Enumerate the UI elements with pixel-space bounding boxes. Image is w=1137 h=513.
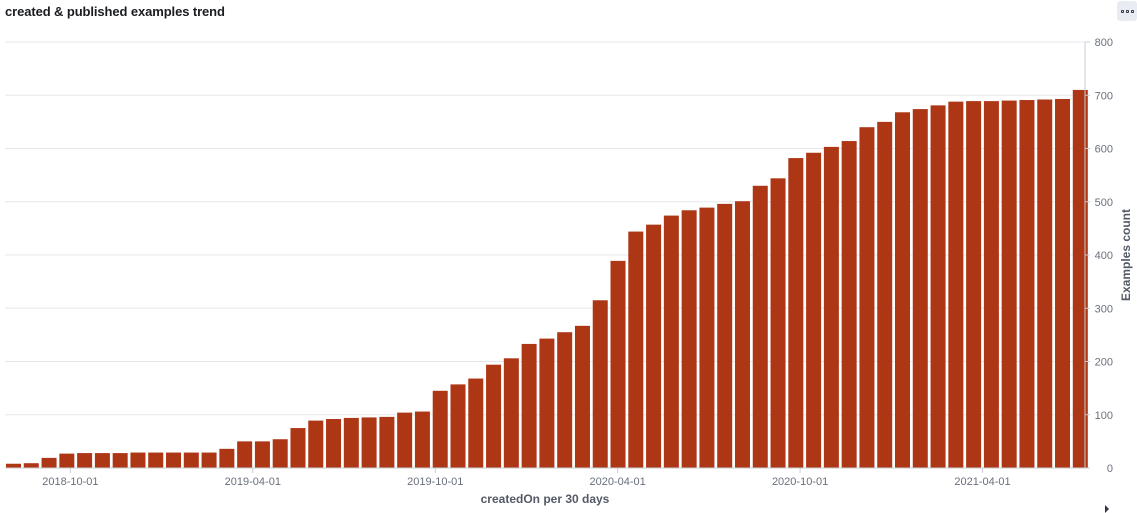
bar[interactable] xyxy=(823,146,839,468)
bar[interactable] xyxy=(432,390,448,468)
y-tick-label: 200 xyxy=(1095,357,1113,369)
bar[interactable] xyxy=(59,453,75,468)
bar[interactable] xyxy=(734,201,750,468)
bar[interactable] xyxy=(948,101,964,468)
bar[interactable] xyxy=(308,420,324,468)
bar[interactable] xyxy=(397,412,413,468)
bar[interactable] xyxy=(148,452,164,468)
y-tick-label: 700 xyxy=(1095,90,1113,102)
bar[interactable] xyxy=(663,215,679,468)
bar[interactable] xyxy=(592,300,608,468)
bar[interactable] xyxy=(254,441,270,468)
axes: 0 100 200 300 400 500 600 700 800 2018-10-01 2019-… xyxy=(5,37,1137,488)
bar[interactable] xyxy=(6,463,21,468)
bar[interactable] xyxy=(895,112,910,468)
bar[interactable] xyxy=(41,457,57,468)
x-tick-label: 2018-10-01 xyxy=(42,476,98,488)
bar[interactable] xyxy=(166,452,182,468)
y-tick-label: 500 xyxy=(1095,197,1113,209)
bar[interactable] xyxy=(646,224,662,468)
x-axis-title: createdOn per 30 days xyxy=(481,492,610,506)
y-tick-label: 300 xyxy=(1095,303,1113,315)
bar[interactable] xyxy=(912,109,928,468)
bar[interactable] xyxy=(23,463,39,468)
bar[interactable] xyxy=(859,127,875,468)
bar[interactable] xyxy=(183,452,199,468)
bar[interactable] xyxy=(628,231,644,468)
bar[interactable] xyxy=(983,101,999,469)
y-tick-label: 600 xyxy=(1095,144,1113,156)
y-tick-label: 0 xyxy=(1107,463,1113,475)
y-tick-label: 800 xyxy=(1095,37,1113,49)
resize-handle-icon[interactable] xyxy=(1105,505,1109,513)
bar[interactable] xyxy=(521,343,537,468)
bar[interactable] xyxy=(841,141,857,469)
bar[interactable] xyxy=(966,101,982,469)
bar[interactable] xyxy=(930,105,946,469)
bar[interactable] xyxy=(557,332,573,468)
bar[interactable] xyxy=(130,452,146,468)
x-tick-label: 2021-04-01 xyxy=(954,476,1010,488)
x-tick-label: 2020-10-01 xyxy=(772,476,828,488)
bar[interactable] xyxy=(468,378,484,468)
bar[interactable] xyxy=(237,441,253,468)
bar[interactable] xyxy=(486,364,502,468)
x-tick-label: 2020-04-01 xyxy=(590,476,646,488)
bar[interactable] xyxy=(770,178,786,468)
panel-title: created & published examples trend xyxy=(5,4,225,19)
bar[interactable] xyxy=(94,453,110,468)
bar[interactable] xyxy=(788,158,804,468)
y-tick-label: 400 xyxy=(1095,250,1113,262)
bar[interactable] xyxy=(1072,89,1088,469)
bar[interactable] xyxy=(201,452,217,468)
bar[interactable] xyxy=(806,152,822,468)
y-axis-title: Examples count xyxy=(1119,209,1133,301)
panel-options-icon[interactable] xyxy=(1117,1,1137,21)
bar[interactable] xyxy=(574,325,590,468)
bar[interactable] xyxy=(77,453,93,468)
bar[interactable] xyxy=(450,384,466,468)
bar[interactable] xyxy=(1019,100,1035,468)
bar[interactable] xyxy=(112,453,128,468)
bar[interactable] xyxy=(272,439,288,468)
bar[interactable] xyxy=(1037,99,1053,468)
bar[interactable] xyxy=(717,203,733,468)
bar[interactable] xyxy=(290,428,306,468)
y-tick-label: 100 xyxy=(1095,410,1113,422)
bar[interactable] xyxy=(699,207,715,469)
bar[interactable] xyxy=(1055,98,1071,468)
x-tick-label: 2019-04-01 xyxy=(225,476,281,488)
bars xyxy=(6,89,1088,469)
bar[interactable] xyxy=(361,417,377,468)
dots-icon xyxy=(1120,9,1134,13)
bar[interactable] xyxy=(343,417,359,468)
bar[interactable] xyxy=(752,185,768,468)
bar[interactable] xyxy=(539,338,555,468)
bar[interactable] xyxy=(1001,100,1017,468)
bar[interactable] xyxy=(503,358,519,468)
bar[interactable] xyxy=(326,419,342,468)
bar[interactable] xyxy=(219,448,235,468)
bar[interactable] xyxy=(379,416,395,468)
x-tick-label: 2019-10-01 xyxy=(407,476,463,488)
bar[interactable] xyxy=(610,260,626,468)
bar[interactable] xyxy=(681,210,697,468)
bar[interactable] xyxy=(414,411,430,468)
bar[interactable] xyxy=(877,121,893,468)
